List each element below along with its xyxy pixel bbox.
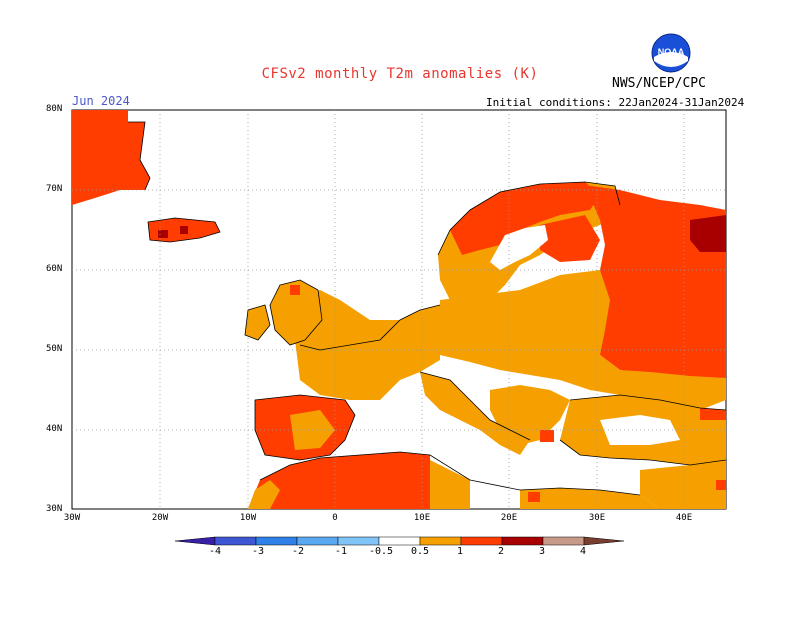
colorbar-swatch	[501, 536, 544, 546]
svg-text:NOAA: NOAA	[658, 47, 685, 57]
lon-label: 40E	[675, 513, 693, 523]
lon-label: 0	[332, 513, 338, 523]
colorbar-swatch	[460, 536, 503, 546]
lon-label: 10W	[239, 513, 257, 523]
colorbar-arrow-right	[583, 536, 625, 546]
colorbar-swatch	[542, 536, 585, 546]
colorbar-label: 0.5	[410, 546, 430, 557]
lon-label: 30W	[63, 513, 81, 523]
colorbar-label: -3	[251, 546, 265, 557]
forecast-month: Jun 2024	[72, 94, 130, 108]
lat-label: 30N	[46, 504, 63, 514]
anomaly-fill	[72, 110, 726, 509]
colorbar-label: 3	[538, 546, 546, 557]
noaa-logo: NOAA	[651, 33, 691, 73]
initial-conditions: Initial conditions: 22Jan2024-31Jan2024	[486, 96, 745, 109]
colorbar-label: -2	[291, 546, 305, 557]
graticule	[72, 110, 726, 509]
lon-label: 20E	[500, 513, 518, 523]
colorbar-swatch	[214, 536, 257, 546]
colorbar-swatch	[419, 536, 462, 546]
colorbar-swatch	[378, 536, 421, 546]
colorbar-label: 2	[497, 546, 505, 557]
lat-label: 80N	[46, 104, 63, 114]
lat-label: 60N	[46, 264, 63, 274]
lat-label: 50N	[46, 344, 63, 354]
colorbar-swatch	[337, 536, 380, 546]
colorbar-arrow-left	[174, 536, 216, 546]
lon-label: 10E	[413, 513, 431, 523]
map-title: CFSv2 monthly T2m anomalies (K)	[261, 66, 539, 82]
colorbar-label: 4	[579, 546, 587, 557]
lat-label: 70N	[46, 184, 63, 194]
coastlines	[128, 121, 726, 496]
colorbar-swatch	[296, 536, 339, 546]
lat-label: 40N	[46, 424, 63, 434]
colorbar-label: 1	[456, 546, 464, 557]
colorbar-label: -4	[208, 546, 222, 557]
lon-label: 30E	[588, 513, 606, 523]
colorbar-label: -0.5	[368, 546, 394, 557]
colorbar-label: -1	[334, 546, 348, 557]
agency-label: NWS/NCEP/CPC	[612, 76, 706, 91]
lon-label: 20W	[151, 513, 169, 523]
colorbar-swatch	[255, 536, 298, 546]
